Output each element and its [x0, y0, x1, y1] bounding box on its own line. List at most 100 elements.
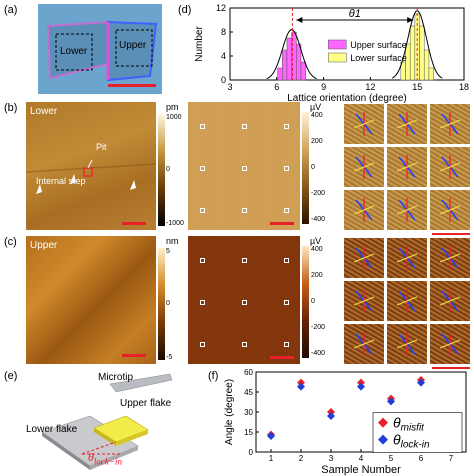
panel-b-label: (b) — [4, 102, 18, 114]
y-tick-label: 0 — [249, 448, 254, 457]
signal-tick: 0 — [311, 164, 315, 171]
atomic-resolution-tile — [387, 281, 427, 321]
colorbar-lower-top: 1000 — [166, 114, 182, 121]
atomic-resolution-tile — [387, 238, 427, 278]
lattice-direction-marks — [439, 155, 461, 179]
signal-map-upper — [188, 236, 300, 364]
legend-label: θlock-in — [393, 432, 430, 451]
scale-bar — [270, 356, 294, 359]
x-axis-label: Sample Number — [321, 464, 401, 476]
y-tick-label: 15 — [244, 428, 253, 437]
roi-marker — [242, 300, 247, 305]
lattice-direction-marks — [353, 155, 375, 179]
panel-f-label: (f) — [208, 370, 219, 382]
histogram-bar — [419, 25, 425, 81]
scale-bar — [122, 354, 146, 357]
atomic-resolution-tile — [344, 324, 384, 364]
flake-schematic — [41, 373, 173, 470]
roi-marker — [200, 300, 205, 305]
y-tick-label: 30 — [244, 408, 253, 417]
fit-curve — [266, 29, 317, 80]
topography-upper: Upper — [26, 236, 156, 364]
scale-bar — [432, 233, 470, 235]
data-point — [357, 382, 365, 391]
arrow-head-right — [407, 17, 414, 23]
atomic-resolution-tile — [344, 281, 384, 321]
atomic-resolution-tile — [430, 147, 470, 187]
colorbar-upper-bottom: -5 — [166, 354, 173, 361]
roi-marker — [242, 258, 247, 263]
colorbar-upper-top: 5 — [166, 248, 170, 255]
histogram-bar — [277, 67, 283, 81]
colorbar-upper-zero: 0 — [166, 300, 170, 307]
x-tick-label: 7 — [449, 454, 454, 463]
signal-tick: -400 — [311, 216, 326, 223]
x-tick-label: 5 — [389, 454, 394, 463]
lattice-direction-marks — [439, 112, 461, 136]
lattice-direction-marks — [396, 112, 418, 136]
colorbar-lower-unit: pm — [166, 102, 179, 112]
pit-label: Pit — [96, 142, 107, 152]
scale-bar — [432, 367, 470, 369]
legend-label: Upper surface — [350, 40, 407, 50]
colorbar-signal-lower-unit: µV — [310, 102, 322, 112]
atomic-tiles-lower — [344, 104, 472, 235]
colorbar-upper — [158, 248, 165, 360]
lattice-direction-marks — [353, 332, 375, 356]
atomic-resolution-tile — [344, 147, 384, 187]
signal-tick: -200 — [311, 324, 326, 331]
histogram-bar — [300, 61, 306, 81]
roi-marker — [200, 166, 205, 171]
signal-tick: -400 — [311, 350, 326, 357]
roi-marker — [200, 258, 205, 263]
roi-marker — [284, 166, 289, 171]
optical-image: Lower Upper — [38, 4, 162, 94]
atomic-resolution-tile — [344, 238, 384, 278]
y-axis-label: Number — [194, 26, 205, 62]
lattice-direction-marks — [396, 289, 418, 313]
histogram-bar — [409, 25, 416, 81]
colorbar-lower-zero: 0 — [166, 166, 170, 173]
signal-tick: 0 — [311, 298, 315, 305]
theta1-annotation: θ1 — [349, 8, 361, 20]
microtip-shape — [109, 373, 173, 393]
y-tick-label: 45 — [244, 388, 253, 397]
roi-marker — [284, 300, 289, 305]
panel-d-label: (d) — [178, 4, 192, 16]
internal-step-label: Internal step — [36, 176, 86, 186]
colorbar-signal-lower — [302, 112, 309, 224]
roi-marker — [284, 342, 289, 347]
atomic-resolution-tile — [344, 190, 384, 230]
y-tick-label: 60 — [244, 368, 253, 377]
legend-label: θmisfit — [393, 415, 425, 434]
signal-tick: 400 — [311, 112, 323, 119]
roi-marker — [284, 258, 289, 263]
histogram-bar — [296, 43, 302, 81]
x-tick-label: 12 — [365, 82, 375, 92]
atomic-tiles-upper — [344, 238, 472, 369]
y-tick-label: 0 — [221, 75, 226, 85]
signal-map-lower — [188, 102, 300, 230]
x-tick-label: 6 — [274, 82, 279, 92]
lattice-direction-marks — [439, 289, 461, 313]
lattice-direction-marks — [439, 198, 461, 222]
atomic-resolution-tile — [387, 147, 427, 187]
upper-flake-label: Upper flake — [120, 398, 172, 409]
optical-upper-label: Upper — [119, 40, 147, 51]
y-tick-label: 8 — [221, 27, 226, 37]
roi-marker — [242, 124, 247, 129]
roi-marker — [200, 124, 205, 129]
x-tick-label: 9 — [321, 82, 326, 92]
atomic-resolution-tile — [430, 281, 470, 321]
panel-a-label: (a) — [4, 4, 18, 16]
upper-region-label: Upper — [30, 240, 58, 251]
data-point — [297, 378, 305, 387]
y-tick-label: 4 — [221, 51, 226, 61]
theta-lockin-label: θlock−in — [88, 450, 122, 467]
arrow-head-left — [296, 17, 303, 23]
legend-swatch — [328, 52, 347, 63]
signal-tick: 400 — [311, 246, 323, 253]
atomic-resolution-tile — [430, 190, 470, 230]
legend-label: Lower surface — [350, 53, 407, 63]
